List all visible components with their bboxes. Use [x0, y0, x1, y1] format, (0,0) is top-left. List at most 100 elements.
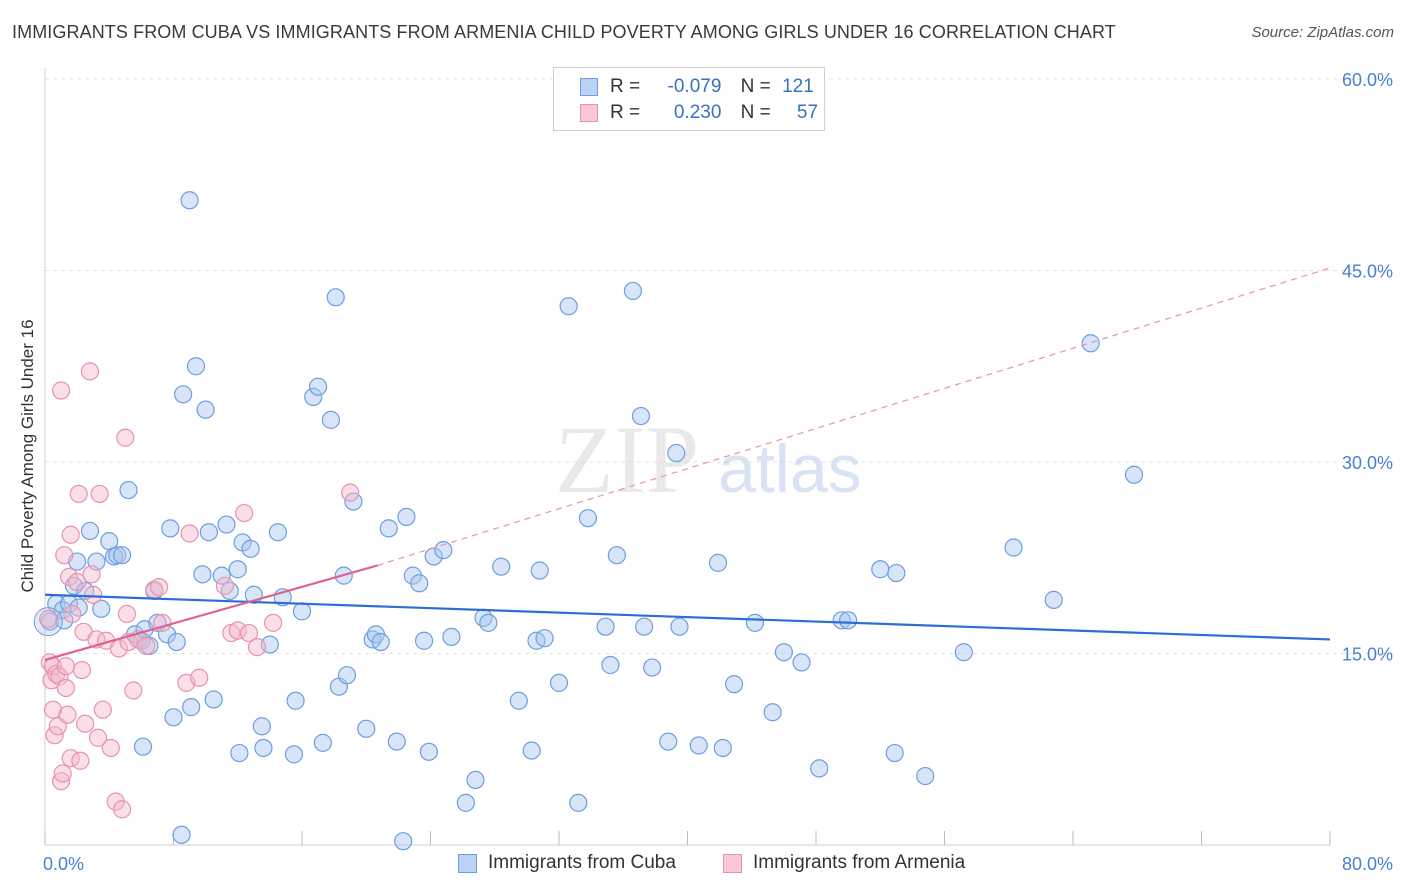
y-axis-label: Child Poverty Among Girls Under 16 — [18, 319, 37, 592]
point-cuba-81 — [492, 557, 511, 576]
point-cuba-16 — [119, 480, 138, 500]
point-armenia-13 — [56, 657, 75, 676]
point-cuba-71 — [410, 574, 429, 593]
trend-line-armenia-dashed — [377, 267, 1331, 566]
watermark-zip: ZIP — [555, 406, 699, 513]
y-tick-label-1: 30.0% — [1342, 453, 1393, 473]
point-cuba-9 — [80, 521, 100, 541]
point-cuba-57 — [326, 288, 345, 307]
bottom-legend-label-armenia: Immigrants from Armenia — [753, 852, 966, 873]
point-cuba-103 — [713, 738, 732, 758]
point-cuba-91 — [596, 617, 615, 636]
point-cuba-67 — [387, 732, 406, 751]
point-cuba-114 — [916, 766, 935, 786]
legend-box: R = -0.079 N = 121 R = 0.230 N = 57 — [553, 67, 825, 131]
point-cuba-110 — [832, 611, 851, 630]
point-armenia-21 — [69, 484, 88, 504]
point-cuba-30 — [180, 191, 199, 210]
point-cuba-94 — [623, 281, 642, 301]
point-cuba-48 — [268, 523, 288, 542]
point-armenia-54 — [239, 623, 259, 643]
trend-lines — [44, 267, 1331, 661]
point-cuba-97 — [643, 658, 662, 677]
point-armenia-25 — [76, 714, 95, 733]
point-cuba-102 — [708, 553, 728, 572]
point-armenia-26 — [80, 362, 100, 381]
point-armenia-20 — [68, 572, 87, 592]
watermark-atlas: atlas — [718, 431, 862, 507]
point-cuba-106 — [763, 703, 782, 722]
point-armenia-49 — [190, 668, 209, 687]
point-armenia-39 — [117, 604, 137, 624]
point-cuba-53 — [304, 387, 323, 406]
watermark: ZIP atlas — [555, 406, 862, 513]
point-cuba-38 — [217, 515, 236, 534]
point-cuba-75 — [434, 540, 453, 560]
point-cuba-86 — [535, 629, 554, 648]
point-armenia-12 — [55, 546, 74, 565]
point-armenia-32 — [93, 700, 112, 719]
point-cuba-113 — [887, 563, 906, 583]
point-cuba-41 — [230, 743, 249, 763]
legend-text-armenia: R = 0.230 N = 57 — [610, 102, 818, 124]
point-cuba-89 — [569, 793, 588, 812]
point-armenia-30 — [88, 728, 108, 747]
point-armenia-28 — [84, 585, 103, 604]
point-cuba-66 — [379, 519, 398, 538]
point-cuba-108 — [792, 653, 811, 672]
point-armenia-11 — [53, 764, 72, 783]
x-tick-label-0: 0.0% — [43, 854, 84, 874]
point-cuba-85 — [530, 561, 549, 580]
point-cuba-35 — [199, 523, 218, 542]
point-armenia-45 — [149, 578, 169, 597]
point-cuba-111 — [839, 611, 858, 630]
y-tick-label-2: 45.0% — [1342, 262, 1393, 282]
point-cuba-68 — [394, 832, 413, 851]
point-armenia-48 — [180, 524, 199, 543]
point-cuba-55 — [313, 733, 332, 752]
point-cuba-62 — [357, 719, 376, 738]
point-cuba-82 — [509, 691, 528, 710]
legend-r-label: R = — [610, 76, 641, 97]
point-armenia-6 — [47, 664, 66, 684]
point-cuba-115 — [954, 643, 973, 662]
legend-swatch-armenia — [580, 104, 598, 122]
point-cuba-99 — [667, 443, 686, 463]
point-cuba-77 — [456, 793, 475, 812]
series-cuba — [33, 191, 1144, 851]
point-armenia-31 — [90, 484, 109, 504]
legend-r-value: 0.230 — [673, 102, 722, 123]
point-cuba-31 — [182, 698, 201, 717]
point-cuba-43 — [241, 539, 260, 558]
point-cuba-100 — [670, 617, 689, 636]
point-armenia-43 — [137, 636, 156, 655]
point-cuba-109 — [810, 759, 829, 778]
point-cuba-118 — [1081, 334, 1100, 353]
point-cuba-93 — [607, 546, 626, 565]
point-cuba-80 — [479, 613, 498, 632]
chart-title: IMMIGRANTS FROM CUBA VS IMMIGRANTS FROM … — [12, 22, 1116, 42]
point-cuba-21 — [133, 737, 153, 756]
point-cuba-60 — [337, 666, 357, 685]
point-cuba-83 — [522, 741, 541, 760]
point-cuba-78 — [466, 770, 485, 789]
point-armenia-57 — [341, 483, 360, 502]
trend-line-cuba — [44, 593, 1331, 641]
point-cuba-26 — [164, 708, 183, 727]
point-cuba-15 — [112, 546, 132, 565]
point-armenia-14 — [56, 678, 75, 698]
point-cuba-116 — [1004, 538, 1023, 557]
point-armenia-55 — [247, 638, 267, 657]
point-cuba-88 — [559, 297, 578, 316]
point-armenia-0 — [39, 609, 58, 629]
point-cuba-51 — [286, 691, 305, 710]
point-cuba-105 — [745, 613, 765, 632]
point-cuba-36 — [204, 690, 223, 709]
point-cuba-37 — [212, 566, 231, 585]
point-cuba-98 — [659, 732, 678, 751]
point-armenia-3 — [43, 700, 63, 719]
point-armenia-37 — [112, 800, 132, 819]
point-armenia-19 — [63, 604, 82, 624]
point-armenia-23 — [72, 660, 92, 680]
